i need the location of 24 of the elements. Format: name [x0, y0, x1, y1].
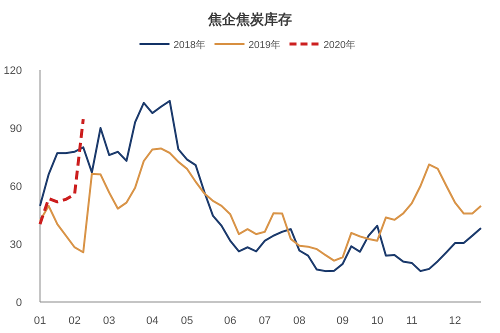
legend-label: 2020年 [324, 39, 356, 51]
line-series [38, 118, 85, 226]
line-series [39, 100, 482, 272]
x-tick-label: 02 [68, 315, 81, 327]
x-tick-label: 05 [180, 315, 194, 327]
x-tick-label: 10 [371, 315, 384, 327]
x-tick-label: 06 [224, 315, 236, 327]
y-tick-label: 0 [16, 297, 22, 309]
y-tick-label: 30 [10, 239, 22, 251]
x-tick-label: 12 [448, 315, 462, 327]
x-tick-label: 01 [34, 315, 46, 327]
x-tick-label: 03 [103, 315, 116, 327]
x-tick-label: 11 [406, 315, 418, 327]
y-tick-label: 90 [10, 123, 22, 135]
y-tick-label: 60 [10, 181, 22, 193]
y-tick-label: 120 [4, 65, 22, 77]
x-tick-label: 08 [293, 315, 306, 327]
legend-label: 2019年 [248, 39, 281, 51]
x-tick-label: 09 [336, 315, 349, 327]
x-tick-label: 07 [258, 315, 271, 327]
chart-title: 焦企焦炭库存 [207, 11, 292, 27]
line-series [39, 147, 482, 262]
x-tick-label: 04 [146, 315, 159, 327]
legend-label: 2018年 [174, 39, 206, 51]
